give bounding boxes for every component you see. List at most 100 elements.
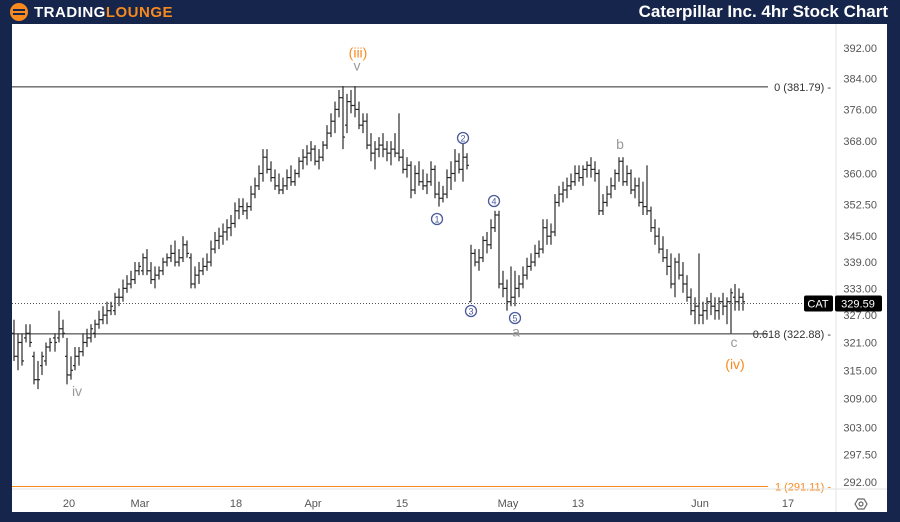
price-chart[interactable]: 392.00 384.00 376.00 368.00 360.00 352.50 345.… [12, 24, 887, 512]
price-axis[interactable]: 392.00 384.00 376.00 368.00 360.00 352.50 345.… [835, 24, 877, 512]
ohlc-bar [577, 165, 581, 182]
ohlc-bar [345, 93, 349, 134]
wave-circle-label: 4 [487, 194, 501, 208]
ohlc-bar [125, 275, 129, 293]
price-tick-label: 392.00 [843, 43, 877, 55]
ohlc-bar [417, 161, 421, 186]
ohlc-bar [297, 157, 301, 178]
ohlc-bar [273, 169, 277, 190]
ohlc-bar [293, 169, 297, 186]
ohlc-bar [237, 198, 241, 220]
last-price-tag [835, 295, 882, 312]
price-tick-label: 321.00 [843, 337, 877, 349]
ohlc-bar [36, 360, 40, 390]
ohlc-bar [473, 249, 477, 267]
fib-level-label: 0 (381.79) - [774, 82, 831, 94]
ohlc-bar [385, 141, 389, 162]
ohlc-bar [653, 219, 657, 245]
ohlc-bar [429, 161, 433, 186]
ohlc-bar [633, 177, 637, 199]
ohlc-bar [557, 185, 561, 207]
wave-circle-label: 3 [464, 304, 478, 318]
ohlc-bar [253, 177, 257, 199]
ohlc-bar [713, 297, 717, 320]
ohlc-bar [493, 210, 497, 232]
ohlc-bar [585, 161, 589, 178]
ohlc-bar [24, 324, 28, 343]
ohlc-bar [401, 149, 405, 174]
price-tick-label: 327.00 [843, 310, 877, 322]
svg-text:1: 1 [434, 215, 439, 225]
ohlc-bar [737, 288, 741, 311]
ohlc-bar [249, 185, 253, 211]
ohlc-bar [697, 253, 701, 325]
gear-icon[interactable] [854, 498, 868, 510]
ohlc-bar [301, 149, 305, 170]
time-tick-label: Mar [131, 498, 150, 510]
price-tick-label: 292.00 [843, 477, 877, 489]
ohlc-bar [649, 206, 653, 232]
ohlc-bar [44, 342, 48, 366]
ohlc-bar [113, 292, 117, 316]
ohlc-bar [161, 257, 165, 276]
svg-text:4: 4 [491, 197, 496, 207]
ohlc-bar [349, 89, 353, 114]
ohlc-bar [733, 283, 737, 311]
ohlc-bar [469, 244, 473, 303]
ohlc-bar [533, 244, 537, 267]
wave-circle-label: 1 [430, 212, 444, 226]
ohlc-bar [81, 333, 85, 357]
ohlc-bar [20, 333, 24, 366]
ohlc-bar [409, 161, 413, 199]
ohlc-bar [573, 165, 577, 186]
logo-text-part1: TRADING [34, 3, 106, 21]
ohlc-bar [461, 141, 465, 182]
ohlc-bar [421, 169, 425, 190]
logo-icon [10, 3, 28, 21]
wave-label: iv [72, 383, 82, 399]
time-tick-label: 15 [396, 498, 408, 510]
ohlc-bar [601, 194, 605, 216]
ohlc-bars [12, 86, 745, 390]
ohlc-bar [145, 249, 149, 276]
time-tick-label: 18 [230, 498, 242, 510]
wave-label: b [616, 136, 624, 152]
ohlc-bar [645, 165, 649, 216]
time-tick-label: May [498, 498, 519, 510]
ohlc-bar [32, 351, 36, 385]
ohlc-bar [617, 157, 621, 182]
ohlc-bar [717, 297, 721, 320]
ohlc-bar [133, 262, 137, 284]
ohlc-bar [77, 347, 81, 366]
ohlc-bar [325, 125, 329, 150]
ohlc-bar [433, 165, 437, 199]
ohlc-bar [153, 266, 157, 289]
ohlc-bar [177, 249, 181, 267]
logo-text: TRADINGLOUNGE [34, 4, 173, 21]
chart-panel[interactable]: 392.00 384.00 376.00 368.00 360.00 352.50 345.… [12, 24, 887, 512]
ohlc-bar [569, 173, 573, 190]
ohlc-bar [505, 279, 509, 311]
time-axis[interactable]: 20 Mar 18 Apr 15 May 13 Jun 17 [12, 488, 887, 510]
price-tick-label: 315.00 [843, 365, 877, 377]
ohlc-bar [545, 219, 549, 245]
ohlc-bar [245, 202, 249, 220]
fib-level-label: 0.618 (322.88) - [753, 329, 832, 341]
header-bar: TRADINGLOUNGE Caterpillar Inc. 4hr Stock… [0, 0, 900, 24]
wave-circle-label: 5 [508, 311, 522, 325]
ohlc-bar [549, 223, 553, 245]
ohlc-bar [413, 165, 417, 195]
last-price-tag-text: 329.59 [841, 299, 875, 311]
ohlc-bar [197, 262, 201, 284]
ohlc-bar [441, 185, 445, 203]
ohlc-bar [529, 253, 533, 271]
ohlc-bar [57, 310, 61, 343]
ohlc-bar [109, 301, 113, 316]
price-tick-label: 352.50 [843, 200, 877, 212]
price-tick-label: 339.00 [843, 257, 877, 269]
ohlc-bar [289, 165, 293, 186]
ohlc-bar [93, 319, 97, 338]
ohlc-bar [137, 262, 141, 276]
ohlc-bar [129, 270, 133, 289]
ohlc-bar [269, 161, 273, 182]
